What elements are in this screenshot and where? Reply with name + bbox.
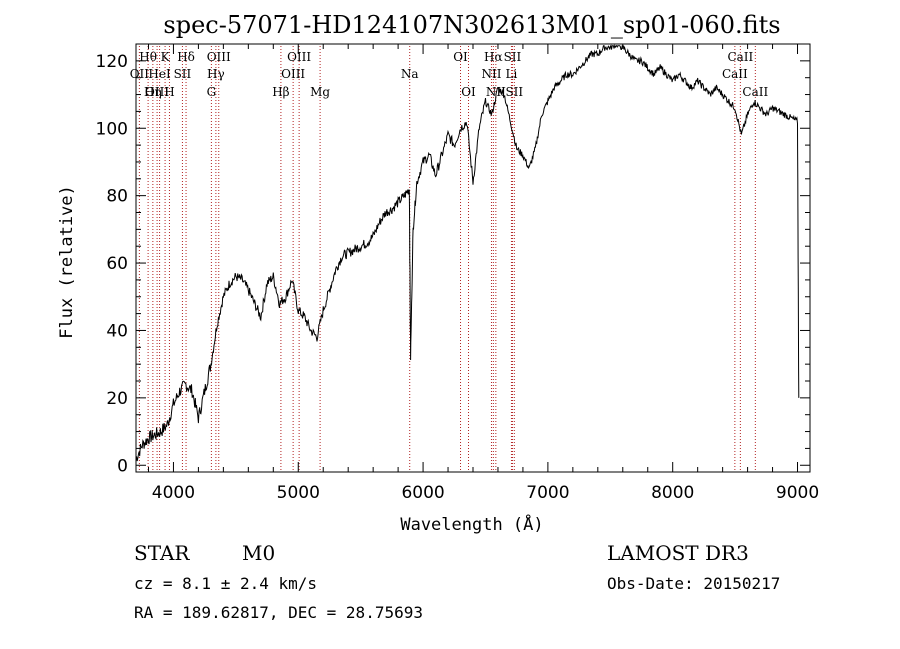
line-marker-label-1: K — [161, 50, 171, 64]
ra-dec: RA = 189.62817, DEC = 28.75693 — [134, 603, 423, 622]
x-tick-label-4: 8000 — [651, 483, 694, 503]
survey-name: LAMOST DR3 — [607, 541, 749, 565]
x-tick-label-5: 9000 — [776, 483, 819, 503]
line-marker-label-21: G — [207, 85, 217, 99]
y-tick-label-3: 60 — [106, 254, 128, 274]
line-marker-label-8: CaII — [727, 50, 753, 64]
x-axis-label: Wavelength (Å) — [400, 513, 543, 535]
y-tick-label-6: 120 — [96, 52, 128, 72]
spectrum-line — [135, 44, 800, 462]
line-marker-label-17: CaII — [722, 67, 748, 81]
line-marker-label-24: OI — [461, 85, 476, 99]
y-axis-label: Flux (relative) — [57, 185, 77, 339]
spectrum-series — [135, 44, 800, 462]
line-marker-label-26: SII — [505, 85, 523, 99]
line-marker-label-20: H — [164, 85, 174, 99]
line-marker-label-7: SII — [504, 50, 522, 64]
object-class: STAR — [134, 541, 190, 565]
y-tick-label-5: 100 — [96, 119, 128, 139]
line-marker-label-5: OI — [453, 50, 468, 64]
object-subclass: M0 — [242, 541, 275, 565]
line-marker-label-18: OIII — [145, 85, 169, 99]
line-marker-label-11: SII — [174, 67, 192, 81]
line-marker-label-13: OIII — [281, 67, 305, 81]
line-marker-label-16: Li — [506, 67, 518, 81]
chart-title: spec-57071-HD124107N302613M01_sp01-060.f… — [163, 11, 780, 39]
line-marker-label-2: Hδ — [177, 50, 195, 64]
obs-date: Obs-Date: 20150217 — [607, 574, 780, 593]
x-tick-label-0: 4000 — [152, 483, 195, 503]
line-marker-label-25: NII — [486, 85, 506, 99]
y-tick-label-1: 20 — [106, 389, 128, 409]
x-tick-label-2: 6000 — [401, 483, 444, 503]
line-marker-label-14: Na — [401, 67, 419, 81]
line-marker-label-0: Hθ — [139, 50, 157, 64]
x-tick-label-1: 5000 — [277, 483, 320, 503]
line-marker-label-9: OII — [130, 67, 150, 81]
y-tick-label-4: 80 — [106, 187, 128, 207]
line-marker-label-3: OIII — [207, 50, 231, 64]
line-marker-label-23: Mg — [310, 85, 330, 99]
plot-frame — [135, 43, 811, 473]
line-marker-label-10: HeI — [148, 67, 171, 81]
x-axis-ticks: 4000 5000 6000 7000 8000 9000 — [147, 44, 819, 503]
line-marker-label-6: Hα — [484, 50, 503, 64]
y-tick-label-0: 0 — [117, 456, 128, 476]
x-tick-label-3: 7000 — [526, 483, 569, 503]
line-marker-label-19: Hη — [144, 85, 162, 99]
y-tick-label-2: 40 — [106, 321, 128, 341]
line-marker-label-12: Hγ — [207, 67, 225, 81]
line-marker-label-27: CaII — [742, 85, 768, 99]
line-marker-label-4: OIII — [287, 50, 311, 64]
line-marker-label-15: NII — [481, 67, 501, 81]
line-marker-label-22: Hβ — [272, 85, 289, 99]
redshift-cz: cz = 8.1 ± 2.4 km/s — [134, 574, 317, 593]
line-markers — [138, 46, 756, 472]
y-axis-ticks: 0 20 40 60 80 100 120 — [96, 52, 810, 476]
